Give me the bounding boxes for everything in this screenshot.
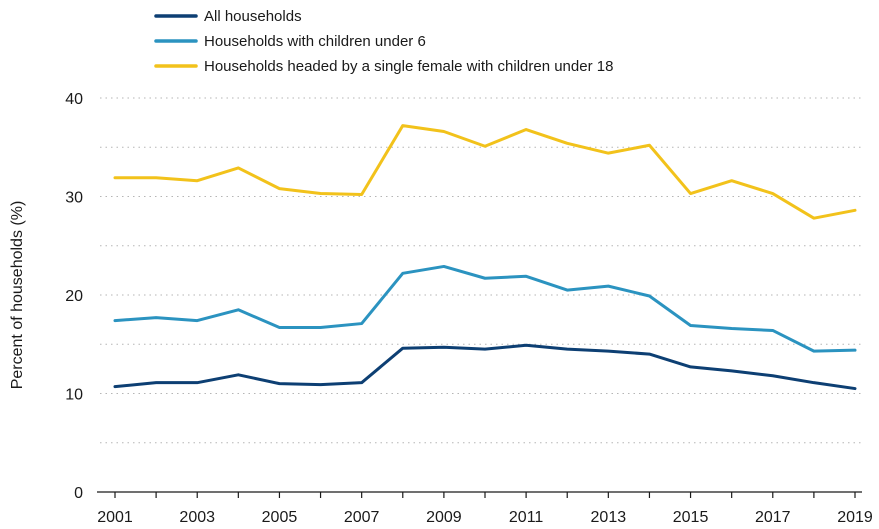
x-tick-label-2003: 2003 [179, 509, 215, 526]
x-tick-label-2005: 2005 [262, 509, 298, 526]
gridlines [100, 97, 862, 444]
series-line-2 [113, 124, 857, 220]
x-tick-label-2015: 2015 [673, 509, 709, 526]
x-tick-label-2013: 2013 [591, 509, 627, 526]
y-tick-label-0: 0 [74, 485, 83, 502]
legend-label-single-female: Households headed by a single female wit… [204, 58, 613, 75]
axes: 0 10 20 30 40 2001 2003 2005 2007 2009 2011 2013 201… [65, 91, 873, 526]
y-axis-title: Percent of households (%) [9, 201, 26, 390]
legend-item-children-under-6: Households with children under 6 [154, 33, 426, 50]
series-lines [113, 124, 857, 391]
series-line-0 [113, 343, 857, 391]
x-tick-label-2007: 2007 [344, 509, 380, 526]
y-tick-label-40: 40 [65, 91, 83, 108]
x-tick-label-2019: 2019 [837, 509, 873, 526]
legend-item-all-households: All households [154, 8, 302, 25]
y-tick-label-10: 10 [65, 387, 83, 404]
y-tick-label-20: 20 [65, 288, 83, 305]
legend-item-single-female: Households headed by a single female wit… [154, 58, 613, 75]
x-tick-label-2017: 2017 [755, 509, 791, 526]
series-line-1 [113, 264, 857, 353]
legend: All households Households with children … [154, 8, 613, 75]
x-tick-label-2001: 2001 [97, 509, 133, 526]
y-tick-label-30: 30 [65, 190, 83, 207]
x-tick-label-2009: 2009 [426, 509, 462, 526]
legend-label-all-households: All households [204, 8, 302, 25]
legend-label-children-under-6: Households with children under 6 [204, 33, 426, 50]
x-tick-label-2011: 2011 [509, 509, 544, 526]
